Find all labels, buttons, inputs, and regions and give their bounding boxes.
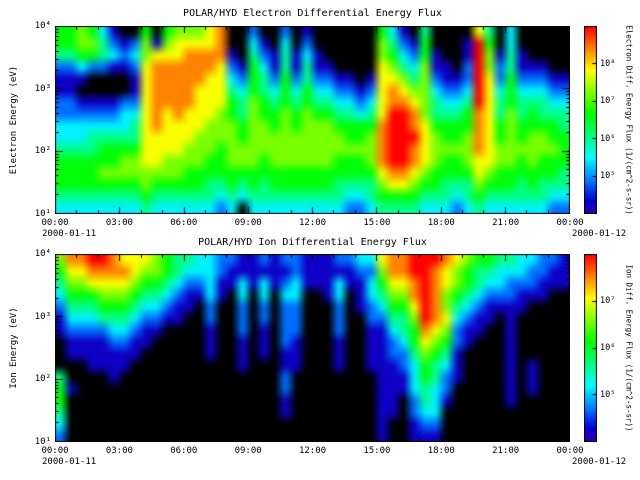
y-tick-label: 10⁴ bbox=[34, 21, 51, 31]
electron-colorbar bbox=[584, 26, 597, 214]
x-tick-label: 21:00 bbox=[492, 218, 520, 228]
ion-colorbar bbox=[584, 254, 597, 442]
x-tick-label: 06:00 bbox=[170, 446, 198, 456]
x-tick-label: 15:00 bbox=[363, 218, 391, 228]
x-tick-label: 03:00 bbox=[105, 218, 133, 228]
x-tick-label: 06:00 bbox=[170, 218, 198, 228]
colorbar-tick-label: 10⁵ bbox=[600, 171, 616, 182]
x-tick-label: 12:00 bbox=[298, 446, 327, 456]
x-tick-label: 00:00 bbox=[41, 218, 69, 228]
y-tick-label: 10³ bbox=[34, 83, 51, 94]
electron-end-date-label: 2000-01-12 bbox=[572, 229, 627, 239]
ion-start-date-label: 2000-01-11 bbox=[42, 457, 97, 467]
y-tick-label: 10² bbox=[34, 146, 51, 157]
colorbar-tick-label: 10⁷ bbox=[600, 296, 616, 306]
electron-start-date-label: 2000-01-11 bbox=[42, 229, 97, 239]
x-tick-label: 00:00 bbox=[556, 446, 584, 456]
x-tick-label: 21:00 bbox=[492, 446, 520, 456]
colorbar-tick-label: 10⁷ bbox=[600, 96, 616, 107]
ion-panel-title: POLAR/HYD Ion Differential Energy Flux bbox=[198, 237, 427, 248]
y-tick-label: 10³ bbox=[34, 311, 51, 322]
electron-panel-title: POLAR/HYD Electron Differential Energy F… bbox=[183, 8, 442, 19]
y-tick-label: 10² bbox=[34, 374, 51, 385]
x-tick-label: 00:00 bbox=[556, 218, 584, 228]
electron-spectrogram-plot bbox=[55, 26, 570, 214]
y-tick-label: 10¹ bbox=[34, 209, 51, 219]
colorbar-tick-label: 10⁸ bbox=[600, 58, 616, 69]
y-tick-label: 10⁴ bbox=[34, 249, 51, 259]
x-tick-label: 15:00 bbox=[363, 446, 391, 456]
y-tick-label: 10¹ bbox=[34, 437, 51, 447]
colorbar-tick-label: 10⁶ bbox=[600, 133, 616, 144]
ion-end-date-label: 2000-01-12 bbox=[572, 457, 627, 467]
x-tick-label: 09:00 bbox=[234, 218, 262, 228]
ion-y-axis-title: Ion Energy (eV) bbox=[9, 307, 19, 389]
x-tick-label: 18:00 bbox=[427, 218, 455, 228]
ion-colorbar-title: Ion Diff. Energy Flux (1/(cm^2-s-sr)) bbox=[624, 264, 634, 432]
x-tick-label: 00:00 bbox=[41, 446, 69, 456]
ion-spectrogram-plot bbox=[55, 254, 570, 442]
x-tick-label: 18:00 bbox=[427, 446, 455, 456]
colorbar-tick-label: 10⁶ bbox=[600, 343, 616, 353]
x-tick-label: 09:00 bbox=[234, 446, 262, 456]
colorbar-tick-label: 10⁵ bbox=[600, 390, 616, 400]
x-tick-label: 03:00 bbox=[105, 446, 133, 456]
x-tick-label: 12:00 bbox=[298, 218, 327, 228]
